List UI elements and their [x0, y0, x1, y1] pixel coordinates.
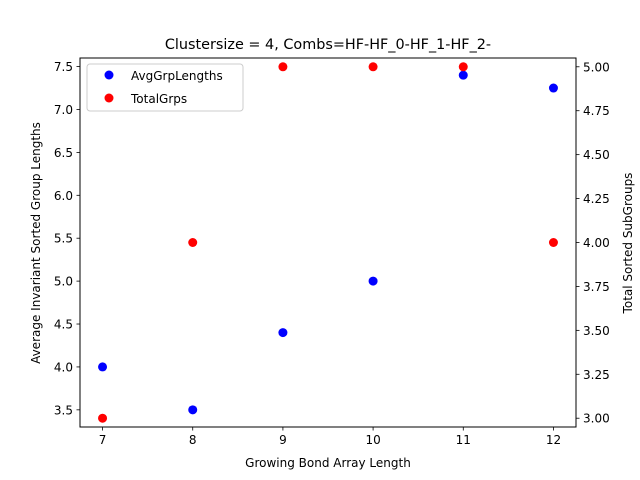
x-tick-label: 8	[189, 433, 197, 447]
x-tick-label: 7	[99, 433, 107, 447]
point-avggrplengths	[368, 276, 378, 286]
y2-tick-label: 3.25	[583, 368, 610, 382]
y-tick-label: 7.5	[54, 60, 73, 74]
y2-tick-label: 4.00	[583, 236, 610, 250]
y-tick-label: 4.5	[54, 318, 73, 332]
legend-marker-avggrplengths	[104, 70, 114, 80]
point-avggrplengths	[458, 70, 468, 80]
legend-label-avggrplengths: AvgGrpLengths	[131, 69, 223, 83]
y-tick-label: 7.0	[54, 103, 73, 117]
y2-tick-label: 3.00	[583, 412, 610, 426]
x-tick-label: 11	[456, 433, 471, 447]
y2-tick-label: 4.50	[583, 148, 610, 162]
y-tick-label: 5.0	[54, 275, 73, 289]
point-avggrplengths	[278, 328, 288, 338]
x-tick-label: 9	[279, 433, 287, 447]
y-tick-label: 5.5	[54, 232, 73, 246]
point-totalgrps	[278, 62, 288, 72]
y-tick-label: 3.5	[54, 403, 73, 417]
y2-tick-label: 4.75	[583, 104, 610, 118]
y2-tick-label: 3.75	[583, 280, 610, 294]
point-avggrplengths	[548, 83, 558, 93]
y2-tick-label: 4.25	[583, 192, 610, 206]
x-tick-label: 10	[365, 433, 380, 447]
point-avggrplengths	[98, 362, 108, 372]
y-axis-label: Average Invariant Sorted Group Lengths	[29, 122, 43, 364]
plot-frame	[79, 57, 577, 428]
y-tick-label: 6.0	[54, 189, 73, 203]
legend: AvgGrpLengths TotalGrps	[86, 63, 244, 112]
legend-marker-totalgrps	[104, 93, 114, 103]
point-totalgrps	[188, 238, 198, 247]
chart-title: Clustersize = 4, Combs=HF-HF_0-HF_1-HF_2…	[165, 37, 491, 53]
point-totalgrps	[458, 62, 468, 72]
legend-box	[86, 63, 244, 112]
y-tick-label: 4.0	[54, 360, 73, 374]
ticks-layer: 7 8 9 10 11 12 3.5 4.0 4.5 5.0 5.5 6.0 6.5 7.0 7.5 3.00…	[54, 60, 610, 447]
y2-axis-label: Total Sorted SubGroups	[621, 173, 635, 315]
y-tick-label: 6.5	[54, 146, 73, 160]
marks-layer	[98, 62, 558, 423]
legend-label-totalgrps: TotalGrps	[130, 92, 187, 106]
x-tick-label: 12	[546, 433, 561, 447]
point-totalgrps	[98, 413, 108, 423]
point-totalgrps	[548, 238, 558, 247]
point-totalgrps	[368, 62, 378, 72]
y2-tick-label: 5.00	[583, 60, 610, 74]
point-avggrplengths	[188, 405, 198, 415]
y2-tick-label: 3.50	[583, 324, 610, 338]
x-axis-label: Growing Bond Array Length	[245, 456, 411, 470]
